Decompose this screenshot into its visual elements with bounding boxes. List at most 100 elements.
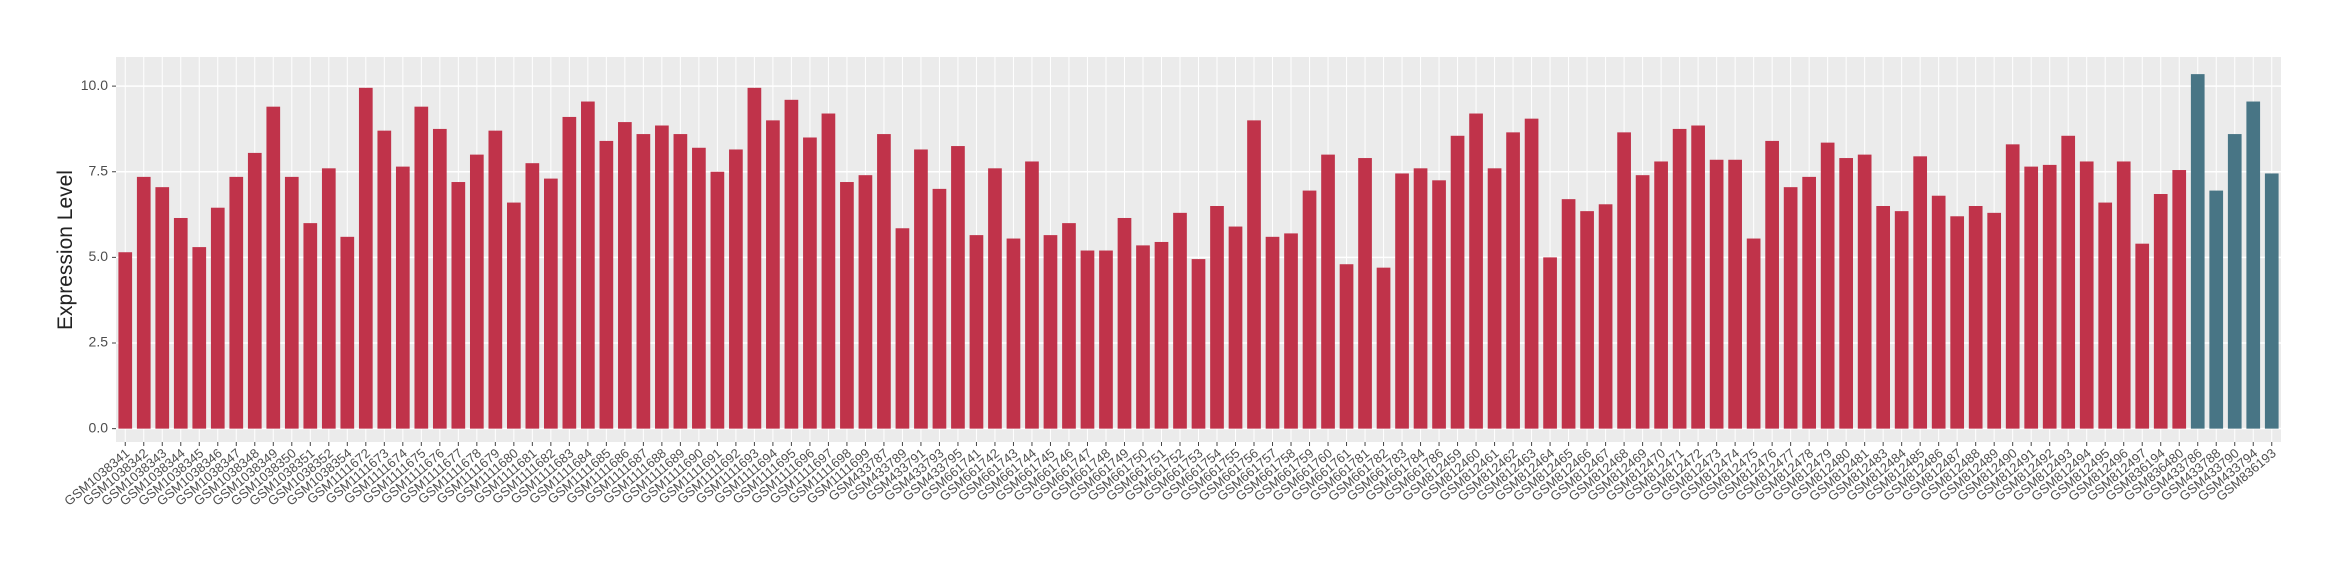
bar [1987,212,2002,429]
bar [1802,176,1816,429]
bar [155,187,170,429]
bar [1395,173,1409,429]
bar [432,128,447,429]
bar [895,228,910,429]
bar [747,87,762,429]
bar [1839,158,1853,429]
bar [2116,161,2131,429]
bar [803,137,817,429]
bar [1117,217,1132,429]
y-tick-label: 2.5 [89,334,109,350]
bar [451,182,466,429]
bar [1950,216,1965,429]
bar [1654,161,1668,429]
bar [2098,202,2113,429]
bar [1524,118,1539,429]
bar [1043,235,1058,429]
bar [1672,128,1687,429]
bar [1062,223,1076,429]
bar [877,134,891,429]
bar [729,149,743,429]
bar [1265,236,1280,429]
y-axis-title: Expression Level [54,170,77,330]
bar [1469,113,1483,429]
bar [2227,134,2242,429]
bar [1561,199,1576,429]
bar [2246,101,2261,429]
bar [247,152,262,429]
bar [469,154,484,429]
bar [1006,238,1021,429]
bar [173,217,188,429]
bar [914,149,928,429]
bar [1894,211,1909,429]
bar [636,134,651,429]
bar [1746,238,1761,429]
bar [1358,158,1372,429]
bar [1635,175,1650,429]
bar [1617,132,1631,429]
bar [1728,159,1742,429]
bar [766,120,780,429]
bar [1302,190,1317,429]
y-tick-label: 5.0 [89,248,109,264]
bar [988,168,1002,429]
bar [784,99,799,429]
y-tick-label: 0.0 [89,419,109,435]
bar [506,202,521,429]
bar [1432,180,1446,429]
bar [2005,144,2020,429]
bar [1284,233,1298,429]
bar [581,101,595,429]
bar [229,176,244,429]
bar [2209,190,2224,429]
bar [2264,173,2279,429]
y-tick-label: 7.5 [89,162,109,178]
bar [1709,159,1724,429]
bar [284,176,299,429]
bar [1506,132,1520,429]
bar [525,163,540,429]
bar [266,106,281,429]
bar [1247,120,1261,429]
bar [1857,154,1872,429]
bar [1376,267,1391,429]
bar [1099,250,1113,429]
bar [303,223,318,429]
bar [1580,211,1594,429]
bar [1691,125,1705,429]
bar [136,176,151,429]
bar [1968,205,1983,429]
bar [858,175,873,429]
bar [1321,154,1335,429]
bar [210,207,225,429]
bar [969,235,984,429]
bar [1210,205,1224,429]
bar [1173,212,1187,429]
bar [673,134,688,429]
bar [1876,205,1891,429]
bar [2079,161,2094,429]
bar [1136,245,1150,429]
bar [118,252,133,429]
bar [1931,195,1946,429]
bar [2172,170,2187,429]
bar [395,166,410,429]
bar [1487,168,1502,429]
bar [562,116,577,429]
bar [1598,204,1613,429]
bar [1450,135,1465,429]
bar [599,140,614,429]
bar [2042,164,2057,429]
bar [2135,243,2150,429]
bar [932,188,947,429]
bar [1154,241,1169,429]
bar [1080,250,1095,429]
bar [2153,194,2168,429]
bar [358,87,373,429]
bar [321,168,336,429]
bar [1783,187,1798,429]
bar [655,125,669,429]
